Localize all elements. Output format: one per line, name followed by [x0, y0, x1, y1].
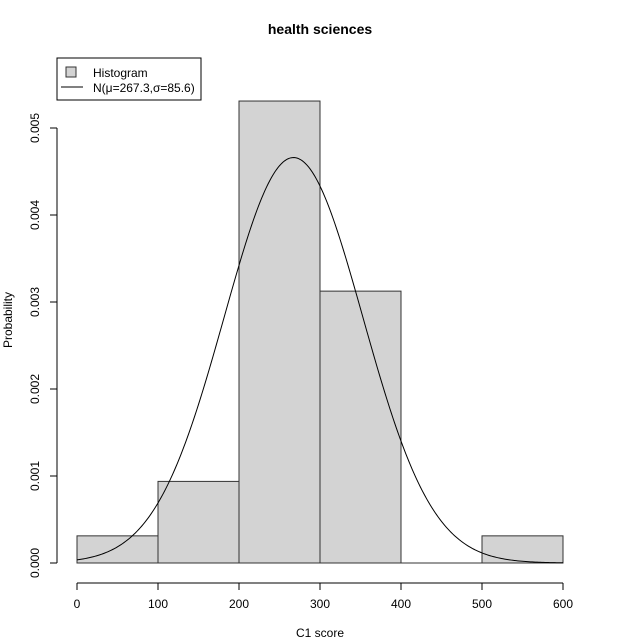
histogram-bar: [238, 100, 321, 564]
x-tick-label: 0: [74, 597, 81, 611]
histogram-bar: [76, 535, 159, 564]
x-tick-label: 400: [391, 597, 411, 611]
y-axis: 0.000 0.001 0.002 0.003 0.004 0.005: [28, 113, 58, 578]
y-tick-label: 0.003: [28, 287, 42, 317]
y-tick-label: 0.004: [28, 200, 42, 230]
chart-title: health sciences: [268, 21, 372, 37]
x-tick-label: 100: [148, 597, 168, 611]
histogram-bar: [157, 480, 240, 564]
x-tick-label: 300: [310, 597, 330, 611]
legend-histogram-label: Histogram: [93, 66, 148, 80]
histogram-bars: [76, 100, 564, 564]
x-axis-label: C1 score: [296, 626, 344, 640]
histogram-bar: [481, 535, 564, 564]
normal-curve: [76, 157, 564, 564]
x-tick-label: 600: [553, 597, 573, 611]
y-tick-label: 0.000: [28, 548, 42, 578]
legend-histogram-swatch: [65, 66, 77, 78]
y-tick-label: 0.002: [28, 374, 42, 404]
y-tick-label: 0.005: [28, 113, 42, 143]
legend-curve-label: N(μ=267.3,σ=85.6): [93, 81, 195, 95]
y-axis-label: Probability: [1, 292, 15, 348]
x-tick-label: 200: [229, 597, 249, 611]
y-tick-label: 0.001: [28, 461, 42, 491]
legend-box: [56, 57, 202, 101]
histogram-bar: [319, 290, 402, 564]
x-tick-label: 500: [472, 597, 492, 611]
x-axis: 0 100 200 300 400 500 600: [74, 582, 573, 611]
legend: Histogram N(μ=267.3,σ=85.6): [56, 57, 202, 101]
